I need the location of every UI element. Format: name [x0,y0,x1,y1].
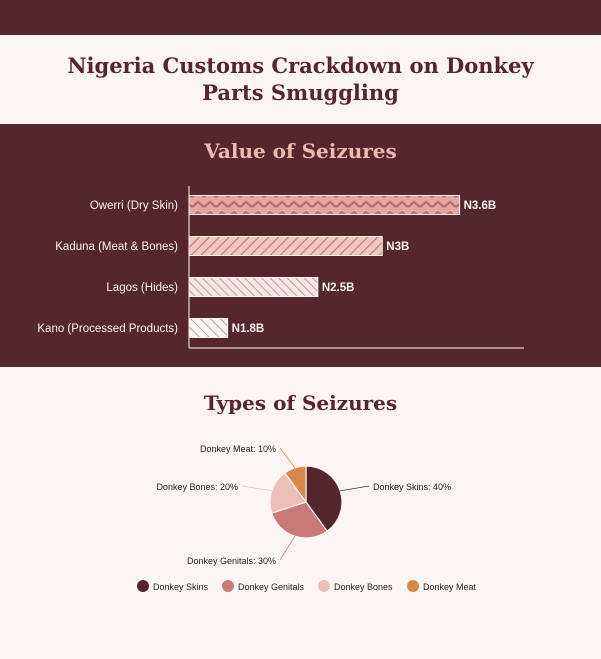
legend-swatch [318,580,330,592]
legend-label: Donkey Skins [153,582,209,592]
legend-swatch [222,580,234,592]
pie-leader-line [241,485,272,492]
bar-category-label: Owerri (Dry Skin) [90,200,178,212]
title-block [0,35,601,124]
top-banner [0,0,601,35]
legend-label: Donkey Genitals [238,582,305,592]
pie-slice-donkey-skins [305,465,343,532]
pie-slice-label: Donkey Meat: 10% [200,444,276,454]
pie-leader-line [279,447,296,469]
bar-category-label: Kaduna (Meat & Bones) [55,241,178,253]
pie-slice-label: Donkey Bones: 20% [156,482,238,492]
bar-category-label: Kano (Processed Products) [37,323,178,335]
bar-value-label: N1.8B [232,323,265,335]
bar-category-label: Lagos (Hides) [106,282,178,294]
bar-value-label: N3B [386,241,409,253]
page-title: Nigeria Customs Crackdown on Donkey Part… [67,53,534,105]
pie-slice-donkey-meat [284,465,307,504]
legend-label: Donkey Bones [334,582,393,592]
bar-value-label: N3.6B [464,200,497,212]
pie-slice-label: Donkey Genitals: 30% [187,556,276,566]
legend-swatch [137,580,149,592]
pie-leader-line [340,485,370,492]
bar-value-label: N2.5B [322,282,355,294]
legend-swatch [407,580,419,592]
legend-label: Donkey Meat [423,582,477,592]
bar-chart-title: Value of Seizures [204,139,397,163]
bar-chart: Owerri (Dry Skin) N3.6B Kaduna (Meat & Bon… [37,186,524,349]
pie-leader-line [279,536,296,561]
pie-chart-title: Types of Seizures [203,391,398,415]
pie-slice-label: Donkey Skins: 40% [373,482,451,492]
